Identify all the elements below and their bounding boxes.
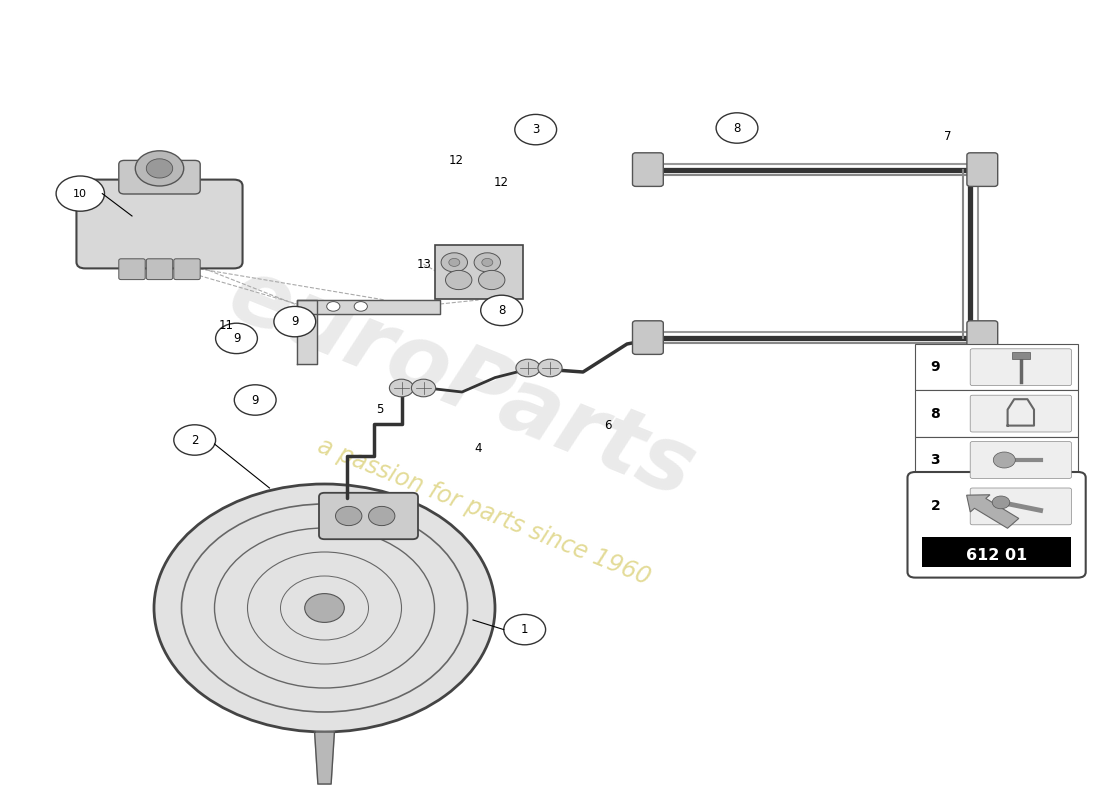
Text: 1: 1 [521,623,528,636]
Text: 9: 9 [931,360,940,374]
Circle shape [305,594,344,622]
Text: 6: 6 [605,419,612,432]
Text: 11: 11 [219,319,234,332]
Circle shape [56,176,104,211]
Circle shape [174,425,216,455]
Circle shape [411,379,436,397]
FancyBboxPatch shape [119,258,145,280]
Circle shape [274,306,316,337]
FancyBboxPatch shape [970,395,1071,432]
FancyBboxPatch shape [967,153,998,186]
Polygon shape [297,300,317,364]
FancyBboxPatch shape [632,153,663,186]
Bar [1012,352,1030,359]
FancyBboxPatch shape [970,442,1071,478]
Circle shape [327,302,340,311]
Circle shape [234,385,276,415]
Bar [915,390,1078,437]
FancyBboxPatch shape [76,180,242,268]
Bar [922,537,1071,567]
FancyArrow shape [967,494,1019,528]
Circle shape [446,270,472,290]
FancyBboxPatch shape [119,160,200,194]
Circle shape [216,323,257,354]
Circle shape [154,484,495,732]
Text: 9: 9 [292,315,298,328]
FancyBboxPatch shape [434,245,522,299]
Bar [915,483,1078,530]
Text: 8: 8 [734,122,740,134]
Circle shape [441,253,468,272]
Circle shape [146,158,173,178]
Circle shape [474,253,500,272]
Circle shape [135,150,184,186]
Circle shape [389,379,414,397]
FancyBboxPatch shape [319,493,418,539]
Circle shape [336,506,362,526]
Text: 4: 4 [475,442,482,454]
FancyBboxPatch shape [632,321,663,354]
Text: 13: 13 [417,258,432,270]
Circle shape [504,614,546,645]
Text: 612 01: 612 01 [966,549,1027,563]
Text: 12: 12 [449,154,464,166]
Bar [915,344,1078,390]
Circle shape [368,506,395,526]
Text: 9: 9 [252,394,258,406]
Text: 2: 2 [191,434,198,446]
Text: 8: 8 [498,304,505,317]
Text: 8: 8 [931,406,940,421]
FancyBboxPatch shape [970,349,1071,386]
Text: 12: 12 [494,176,509,189]
Circle shape [992,496,1010,509]
Text: 5: 5 [376,403,383,416]
Circle shape [482,258,493,266]
Text: 10: 10 [74,189,87,198]
Circle shape [478,270,505,290]
Text: 9: 9 [233,332,240,345]
Bar [915,437,1078,483]
FancyBboxPatch shape [146,258,173,280]
Text: a passion for parts since 1960: a passion for parts since 1960 [315,434,653,590]
Circle shape [716,113,758,143]
FancyBboxPatch shape [174,258,200,280]
Text: 7: 7 [945,130,952,142]
Circle shape [538,359,562,377]
FancyBboxPatch shape [970,488,1071,525]
Polygon shape [315,732,334,784]
Circle shape [993,452,1015,468]
Text: 3: 3 [532,123,539,136]
Circle shape [481,295,522,326]
Polygon shape [297,300,440,314]
Text: euroParts: euroParts [217,250,707,518]
FancyBboxPatch shape [908,472,1086,578]
Circle shape [449,258,460,266]
Circle shape [516,359,540,377]
Text: 3: 3 [931,453,940,467]
Circle shape [354,302,367,311]
Text: 2: 2 [931,499,940,514]
Circle shape [515,114,557,145]
FancyBboxPatch shape [967,321,998,354]
